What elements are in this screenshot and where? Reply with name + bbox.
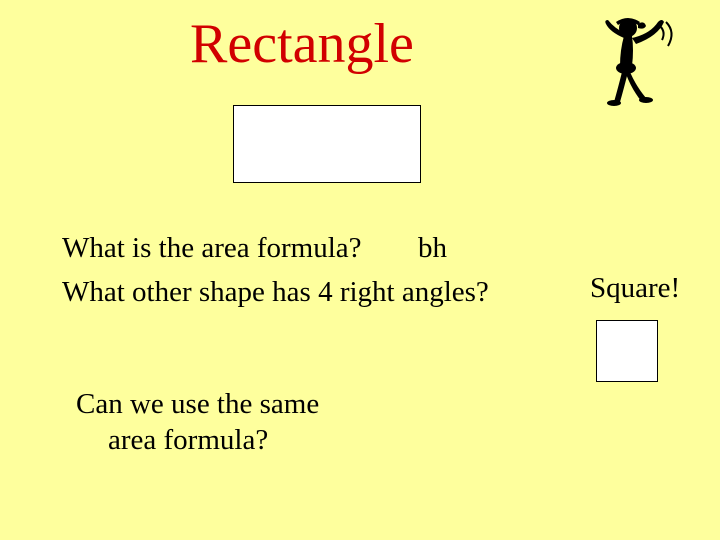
answer-area-formula: bh [418, 232, 447, 265]
question-area-formula: What is the area formula? [62, 232, 362, 265]
answer-other-shape: Square! [590, 272, 680, 305]
square-shape [596, 320, 658, 382]
rectangle-shape [233, 105, 421, 183]
question-same-formula-line2: area formula? [108, 424, 268, 457]
page-title: Rectangle [190, 12, 414, 76]
listening-figure-icon [580, 8, 680, 108]
question-other-shape: What other shape has 4 right angles? [62, 276, 489, 309]
question-same-formula-line1: Can we use the same [76, 388, 319, 421]
